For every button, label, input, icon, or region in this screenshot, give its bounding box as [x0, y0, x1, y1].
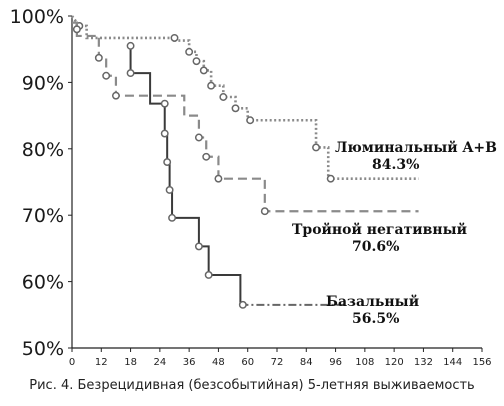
censor-marker: [202, 152, 211, 161]
censor-marker: [102, 71, 111, 80]
x-tick-label: 72: [271, 357, 284, 368]
luminal-name-label: Люминальный A+B: [335, 139, 497, 156]
x-tick-label: 84: [300, 357, 313, 368]
x-tick-label: 36: [183, 357, 196, 368]
y-tick-label: 80%: [22, 139, 64, 161]
triple-name-label: Тройной негативный: [292, 221, 467, 238]
x-tick-label: 108: [355, 357, 374, 368]
censor-marker: [94, 53, 103, 62]
series-line: [72, 21, 419, 213]
censor-marker: [126, 69, 135, 78]
censor-marker: [165, 186, 174, 194]
x-tick-label: 24: [153, 357, 166, 368]
triple-value-label: 70.6%: [352, 239, 399, 255]
y-tick-label: 90%: [22, 72, 64, 94]
censor-marker: [72, 25, 81, 34]
basal-value-label: 56.5%: [352, 311, 399, 327]
series-line: [129, 45, 242, 305]
axes: [71, 16, 482, 349]
series-1: [70, 15, 419, 183]
censor-marker: [199, 66, 208, 75]
censor-marker: [231, 104, 240, 113]
censor-marker: [194, 242, 203, 251]
censor-marker: [170, 33, 179, 42]
x-tick-label: 96: [329, 357, 342, 368]
annotations: Люминальный A+B 84.3% Тройной негативный…: [292, 139, 497, 327]
series-2: [72, 21, 419, 216]
censor-marker: [168, 213, 177, 222]
x-tick-label: 144: [443, 357, 462, 368]
x-tick-label: 48: [212, 357, 225, 368]
figure-caption: Рис. 4. Безрецидивная (безсобытийная) 5-…: [29, 378, 475, 393]
x-tick-label: 120: [385, 357, 404, 368]
x-tick-label: 0: [69, 357, 75, 368]
censor-marker: [214, 174, 223, 183]
censor-marker: [126, 41, 135, 50]
x-tick-label: 60: [241, 357, 254, 368]
censor-marker: [207, 81, 216, 90]
censor-marker: [238, 300, 247, 309]
censor-marker: [246, 116, 255, 125]
censor-marker: [194, 133, 203, 142]
y-tick-labels: 100% 90% 80% 70% 60% 50%: [10, 6, 72, 360]
y-tick-label: 70%: [22, 205, 64, 227]
x-tick-labels: 0 12 18 24 36 48 60 72 84 96 108 120 132 144 156: [69, 348, 492, 368]
censor-marker: [312, 143, 320, 152]
y-tick-label: 50%: [22, 338, 64, 360]
censor-marker: [260, 207, 269, 216]
censor-marker: [160, 99, 169, 108]
censor-marker: [160, 129, 169, 138]
x-tick-label: 12: [95, 357, 108, 368]
luminal-value-label: 84.3%: [372, 157, 419, 173]
censor-marker: [163, 158, 172, 167]
y-tick-label: 100%: [10, 6, 64, 28]
censor-marker: [111, 91, 120, 100]
survival-chart: 100% 90% 80% 70% 60% 50% 0 12 18 24 36 48 60 72 84 96 1…: [10, 6, 497, 368]
series-3: [126, 41, 346, 309]
x-tick-label: 156: [472, 357, 491, 368]
censor-marker: [185, 47, 194, 56]
x-tick-label: 18: [124, 357, 137, 368]
series-layer: [70, 15, 419, 309]
censor-marker: [204, 271, 213, 279]
censor-marker: [326, 174, 335, 183]
series-line: [70, 15, 419, 180]
basal-name-label: Базальный: [326, 293, 419, 310]
censor-marker: [219, 93, 228, 101]
x-tick-label: 132: [414, 357, 433, 368]
y-tick-label: 60%: [22, 272, 64, 294]
censor-marker: [192, 57, 201, 66]
